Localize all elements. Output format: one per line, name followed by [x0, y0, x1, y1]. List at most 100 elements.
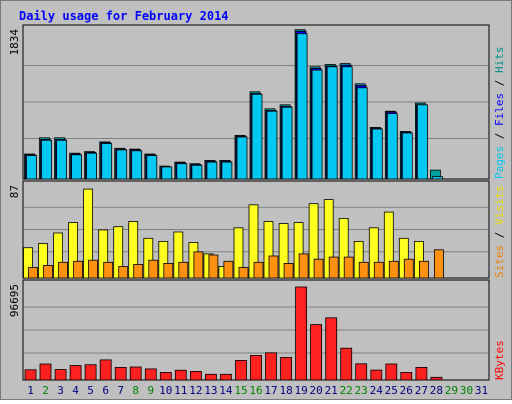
bar-sites-day-24: [373, 261, 384, 279]
bar-visits-day-26: [398, 237, 409, 279]
x-tick-label-day-8: 8: [132, 384, 139, 397]
bar-sites-day-21: [328, 256, 339, 279]
x-tick-label-day-28: 28: [430, 384, 443, 397]
bar-sites-day-6: [103, 261, 114, 279]
bar-sites-day-25: [388, 260, 399, 279]
bar-visits-day-15: [233, 227, 244, 279]
legend-hits-label: Hits: [493, 47, 506, 74]
sites-visits-panel: 87 Sites / Visits: [8, 180, 506, 279]
x-tick-label-day-31: 31: [475, 384, 488, 397]
bar-pages-day-23: [356, 87, 368, 180]
bar-visits-day-5: [83, 188, 93, 279]
bar-sites-day-10: [163, 262, 174, 279]
bar-kbytes-day-1: [24, 369, 37, 381]
chart-title: Daily usage for February 2014: [19, 9, 229, 23]
x-tick-label-day-14: 14: [219, 384, 233, 397]
bar-kbytes-day-12: [189, 370, 202, 381]
bar-kbytes-day-22: [340, 347, 353, 381]
bar-pages-day-27: [416, 104, 428, 180]
bar-sites-day-16: [253, 261, 264, 279]
bar-sites-day-26: [403, 258, 414, 279]
bar-visits-day-6: [98, 229, 109, 279]
pages-files-hits-panel: 1834 Pages / Files / Hits: [8, 24, 506, 180]
bar-sites-day-27: [418, 260, 429, 279]
bar-visits-day-17: [263, 221, 274, 279]
chart-panels: 1834 Pages / Files / Hits 87 Sites / Visits…: [8, 24, 506, 381]
bar-sites-day-7: [118, 266, 129, 279]
bar-kbytes-day-13: [204, 373, 217, 381]
bar-pages-day-8: [131, 150, 143, 180]
x-tick-label-day-19: 19: [294, 384, 307, 397]
pages-files-hits-legend: Pages / Files / Hits: [493, 47, 506, 180]
bar-sites-day-20: [313, 258, 324, 279]
bar-visits-day-19: [293, 222, 304, 279]
bar-kbytes-day-4: [69, 365, 82, 381]
bar-sites-day-15: [238, 267, 249, 279]
bar-pages-day-20: [311, 69, 323, 180]
bar-pages-day-10: [161, 166, 173, 180]
bar-pages-day-9: [146, 155, 158, 180]
bar-pages-day-2: [41, 139, 52, 180]
x-tick-label-day-16: 16: [249, 384, 262, 397]
bar-pages-day-14: [221, 161, 233, 180]
bar-visits-day-20: [308, 203, 319, 279]
x-tick-label-day-4: 4: [72, 384, 79, 397]
x-tick-label-day-27: 27: [415, 384, 428, 397]
bar-visits-day-21: [323, 199, 334, 279]
legend-pages-label: Pages: [493, 146, 506, 179]
bar-kbytes-day-28: [430, 376, 443, 381]
pages-files-hits-max-label: 1834: [8, 29, 21, 56]
x-tick-label-day-9: 9: [147, 384, 154, 397]
bar-pages-day-25: [386, 113, 398, 180]
bar-sites-day-18: [283, 262, 294, 279]
bar-pages-day-4: [71, 154, 82, 180]
bar-visits-day-1: [23, 247, 33, 279]
bar-kbytes-day-15: [235, 359, 247, 381]
x-tick-label-day-1: 1: [27, 384, 34, 397]
bar-kbytes-day-5: [84, 364, 97, 381]
bar-sites-day-4: [73, 260, 83, 279]
bar-pages-day-5: [86, 152, 97, 180]
legend-sites-label: Sites: [493, 245, 506, 278]
x-tick-label-day-3: 3: [57, 384, 64, 397]
bar-visits-day-2: [38, 243, 48, 279]
bar-sites-day-22: [343, 256, 354, 279]
bar-kbytes-day-14: [219, 373, 232, 381]
x-tick-label-day-6: 6: [102, 384, 109, 397]
bar-kbytes-day-7: [114, 366, 127, 381]
bar-pages-day-11: [176, 163, 188, 180]
sites-visits-visits-series: [23, 188, 424, 279]
x-tick-label-day-23: 23: [355, 384, 368, 397]
x-tick-label-day-12: 12: [189, 384, 202, 397]
bar-kbytes-day-19: [295, 286, 308, 381]
sites-visits-legend: Sites / Visits: [493, 185, 506, 278]
bar-kbytes-day-24: [370, 369, 383, 381]
kbytes-max-label: 96695: [8, 284, 21, 317]
bar-pages-day-28: [431, 176, 443, 180]
bar-sites-day-13: [208, 254, 219, 279]
x-tick-label-day-22: 22: [340, 384, 353, 397]
bar-kbytes-day-9: [144, 368, 157, 381]
kbytes-kbytes-series: [24, 286, 443, 381]
legend--label: /: [493, 73, 506, 93]
bar-kbytes-day-6: [99, 359, 112, 381]
bar-visits-day-24: [368, 227, 379, 279]
bar-sites-day-2: [43, 264, 53, 279]
x-tick-label-day-11: 11: [174, 384, 187, 397]
bar-pages-day-17: [266, 110, 278, 180]
bar-pages-day-15: [236, 136, 248, 180]
bar-kbytes-day-18: [280, 356, 293, 381]
kbytes-panel: 96695 KBytes: [8, 279, 506, 381]
bar-kbytes-day-10: [159, 371, 172, 381]
x-tick-label-day-24: 24: [370, 384, 384, 397]
bar-visits-day-22: [338, 217, 349, 279]
legend--label: /: [493, 225, 506, 245]
bar-pages-day-19: [296, 33, 308, 180]
bar-pages-day-12: [191, 164, 203, 180]
bar-pages-day-21: [326, 66, 338, 180]
bar-visits-day-9: [143, 237, 154, 279]
bar-visits-day-25: [383, 211, 394, 279]
bar-kbytes-day-21: [325, 317, 338, 381]
bar-kbytes-day-11: [174, 369, 187, 381]
